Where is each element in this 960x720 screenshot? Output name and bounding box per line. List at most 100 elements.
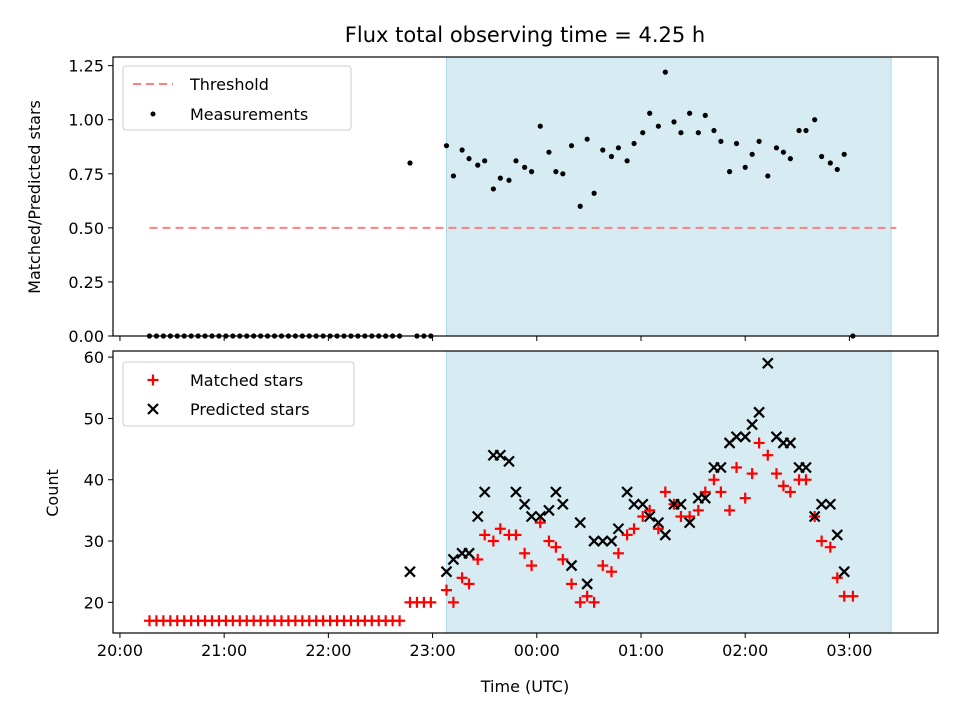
matched-star-point [463,578,475,590]
predicted-star-point [699,492,712,504]
measurement-point [466,156,472,162]
predicted-star-point-b [621,486,633,498]
predicted-star-point [800,461,812,474]
predicted-star-point-b [565,559,578,572]
measurement-point [560,171,566,177]
predicted-star-point [565,559,578,572]
predicted-star-point [838,565,850,578]
measurement-point [695,130,701,136]
bottom-legend: Matched stars Predicted stars [122,361,355,427]
measurement-point [513,158,519,164]
measurement-point [553,169,559,175]
matched-star-point [731,461,743,473]
measurement-point [678,130,684,136]
measurement-point [568,143,575,149]
predicted-star-point-b [699,492,712,504]
measurement-point [819,153,825,160]
matched-star-point [724,504,736,516]
predicted-star-point [605,535,618,547]
matched-star-point [777,480,789,492]
x-tick-label: 00:00 [514,641,560,660]
measurement-point [522,164,528,170]
matched-star-point [588,596,600,608]
predicted-star-point [557,498,569,511]
predicted-star-point-b [683,516,696,529]
measurement-point [591,190,597,196]
top-y-label: Matched/Predicted stars [25,100,44,294]
bottom-axes-frame [112,350,939,634]
matched-star-point [534,517,546,529]
predicted-star-point-b [581,578,593,590]
measurement-point [733,140,740,147]
x-tick-label: 23:00 [410,641,456,660]
predicted-star-point-b [800,461,812,474]
measurement-point [718,138,724,144]
measurement-point [742,164,748,170]
predicted-star-point [753,406,765,419]
predicted-star-point [784,437,797,449]
bottom-y-label: Count [43,469,62,517]
matched-star-point [472,553,484,565]
predicted-star-point-b [518,498,531,511]
measurement-point [459,147,465,153]
matched-star-point [831,572,843,584]
predicted-star-point-b [471,510,484,523]
measurement-point [624,158,630,164]
matched-star-point [597,560,609,572]
predicted-star-point-b [838,565,850,578]
predicted-star-point [543,504,555,517]
predicted-star-point [588,535,600,547]
predicted-star-point-b [550,486,562,498]
predicted-star-point [659,529,672,541]
legend-cross [147,403,159,415]
predicted-star-point [652,516,665,529]
measurement-point [647,110,653,116]
matched-star-point [684,511,696,523]
y-tick-label: 0.25 [68,273,104,292]
measurement-point [749,151,755,157]
measurement-point [615,145,622,151]
measurement-point [773,145,780,151]
matched-star-point [784,486,796,498]
matched-star-point [621,529,633,541]
matched-star-point [762,449,774,461]
matched-star-point [447,596,459,608]
matched-star-point [550,541,562,553]
matched-star-point [824,541,836,553]
predicted-star-point-b [730,431,743,443]
observing-span-fill [445,56,892,337]
measurement-point [687,110,693,116]
measurement-point [450,173,457,179]
matched-star-point [746,468,758,480]
matched-star-point [708,474,720,486]
predicted-star-point [503,455,515,468]
matched-star-point [612,547,624,559]
measurement-point [490,186,496,192]
predicted-star-point-b [478,486,491,498]
predicted-star-point-b [675,498,687,511]
matched-stars-points [143,437,859,627]
measurement-point [482,158,488,164]
matched-star-point [526,560,538,572]
predicted-star-point-b [659,529,672,541]
matched-star-point [637,511,649,523]
predicted-star-point [683,516,696,529]
measurement-point [834,166,840,173]
predicted-star-point-b [463,547,475,560]
measurement-point [528,169,535,175]
y-tick-label: 30 [84,532,104,551]
measurement-point [631,140,637,147]
predicted-star-point [440,565,453,578]
y-tick-label: 0.00 [68,327,104,346]
matched-star-point [628,523,640,535]
predicted-star-point-b [588,535,600,547]
predicted-star-point-b [815,498,828,511]
predicted-star-point [518,498,531,511]
measurement-point [756,138,762,144]
bottom-x-ticks: 20:00 21:00 22:00 23:00 00:00 01:00 02:00 03:00 [97,633,872,660]
measurement-point [812,117,818,123]
x-tick-label: 20:00 [97,641,143,660]
matched-star-point [519,547,531,559]
predicted-star-point-b [612,523,625,535]
measurement-point [608,153,615,160]
